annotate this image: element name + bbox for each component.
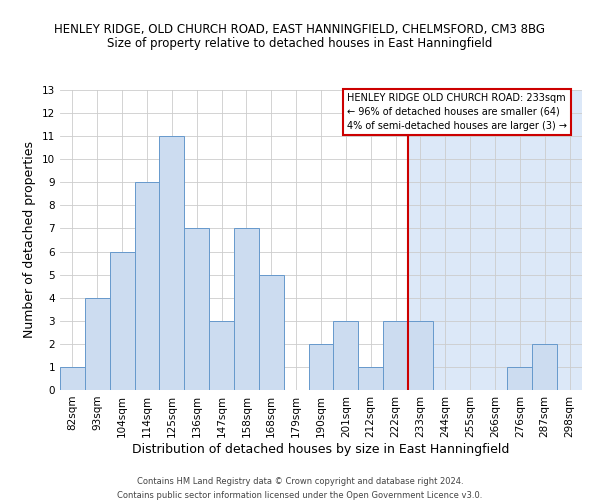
Bar — [358, 367, 383, 390]
Bar — [334, 321, 358, 390]
Bar — [160, 136, 184, 390]
Bar — [408, 90, 582, 390]
Bar — [85, 298, 110, 390]
Bar — [508, 367, 532, 390]
Bar — [408, 321, 433, 390]
Text: Contains HM Land Registry data © Crown copyright and database right 2024.: Contains HM Land Registry data © Crown c… — [137, 478, 463, 486]
Text: Size of property relative to detached houses in East Hanningfield: Size of property relative to detached ho… — [107, 38, 493, 51]
Bar — [259, 274, 284, 390]
Bar — [308, 344, 334, 390]
Text: HENLEY RIDGE, OLD CHURCH ROAD, EAST HANNINGFIELD, CHELMSFORD, CM3 8BG: HENLEY RIDGE, OLD CHURCH ROAD, EAST HANN… — [55, 22, 545, 36]
Bar — [60, 367, 85, 390]
Bar — [532, 344, 557, 390]
Text: HENLEY RIDGE OLD CHURCH ROAD: 233sqm
← 96% of detached houses are smaller (64)
4: HENLEY RIDGE OLD CHURCH ROAD: 233sqm ← 9… — [347, 93, 567, 131]
Bar — [383, 321, 408, 390]
Bar — [209, 321, 234, 390]
Bar — [134, 182, 160, 390]
Y-axis label: Number of detached properties: Number of detached properties — [23, 142, 37, 338]
Text: Contains public sector information licensed under the Open Government Licence v3: Contains public sector information licen… — [118, 491, 482, 500]
Bar — [184, 228, 209, 390]
Bar — [110, 252, 134, 390]
X-axis label: Distribution of detached houses by size in East Hanningfield: Distribution of detached houses by size … — [133, 442, 509, 456]
Bar — [234, 228, 259, 390]
